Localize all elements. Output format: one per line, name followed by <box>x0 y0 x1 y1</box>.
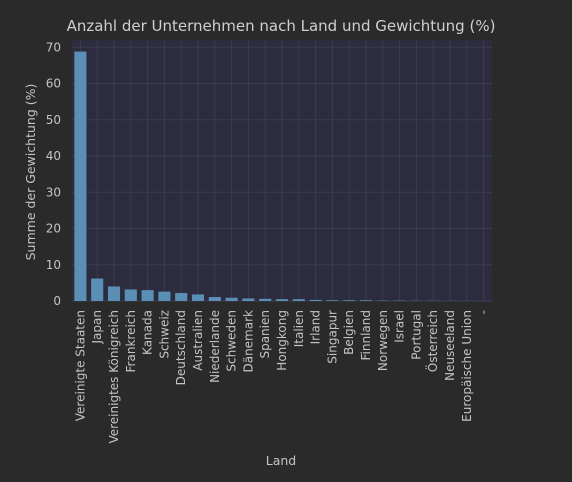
x-tick-label: Hongkong <box>275 310 289 371</box>
x-axis-label: Land <box>266 453 296 468</box>
x-tick-label: Deutschland <box>174 310 188 385</box>
bar <box>242 298 255 301</box>
x-tick-label: Schweden <box>225 310 239 372</box>
bar <box>343 300 356 301</box>
bar <box>275 299 289 301</box>
x-tick-label: Spanien <box>258 310 272 359</box>
bar <box>326 300 339 301</box>
x-tick-label: Singapur <box>325 310 339 364</box>
y-tick-label: 60 <box>46 77 61 91</box>
x-tick-label: Österreich <box>424 310 440 372</box>
x-tick-label: Vereinigtes Königreich <box>107 310 121 444</box>
x-tick-label: Norwegen <box>376 310 390 371</box>
x-tick-label: Israel <box>393 310 407 343</box>
x-tick-label: Belgien <box>342 310 356 355</box>
y-axis-label: Summe der Gewichtung (%) <box>23 84 38 261</box>
bar <box>158 291 171 301</box>
x-tick-label: Schweiz <box>157 310 171 359</box>
bar <box>191 294 205 301</box>
bar <box>309 299 322 301</box>
x-tick-label: Vereinigte Staaten <box>73 310 87 421</box>
x-tick-label: - <box>477 310 491 314</box>
x-tick-label: Japan <box>90 310 104 344</box>
bar <box>91 278 104 301</box>
y-tick-label: 70 <box>46 40 61 54</box>
y-tick-label: 30 <box>46 185 61 199</box>
x-tick-label: Dänemark <box>241 310 255 373</box>
bar <box>74 51 87 301</box>
bar <box>292 299 305 301</box>
bar <box>359 300 373 301</box>
x-tick-label: Australien <box>191 310 205 371</box>
x-tick-label: Kanada <box>141 310 155 355</box>
x-tick-label: Frankreich <box>124 310 138 372</box>
y-tick-labels: 0 10 20 30 40 50 60 70 <box>46 40 61 308</box>
bar <box>208 297 221 301</box>
x-tick-label: Italien <box>292 310 306 347</box>
x-tick-labels: Vereinigte Staaten Japan Vereinigtes König… <box>73 310 490 444</box>
y-tick-label: 20 <box>46 222 61 236</box>
y-tick-label: 0 <box>53 294 61 308</box>
bar <box>175 293 188 301</box>
x-tick-label: Neuseeland <box>443 310 457 381</box>
bar <box>141 290 154 301</box>
x-tick-label: Irland <box>309 310 323 344</box>
y-tick-label: 50 <box>46 113 61 127</box>
x-tick-label: Portugal <box>409 310 423 360</box>
bar <box>225 297 238 301</box>
y-tick-label: 40 <box>46 149 61 163</box>
bar <box>124 289 137 301</box>
x-tick-label: Niederlande <box>208 310 222 383</box>
chart-title: Anzahl der Unternehmen nach Land und Gew… <box>67 17 496 35</box>
bars <box>74 51 490 301</box>
bar <box>259 298 272 301</box>
y-tick-label: 10 <box>46 258 61 272</box>
x-tick-label: Europäische Union <box>460 310 474 422</box>
bar <box>107 286 121 301</box>
x-tick-label: Finnland <box>359 310 373 360</box>
